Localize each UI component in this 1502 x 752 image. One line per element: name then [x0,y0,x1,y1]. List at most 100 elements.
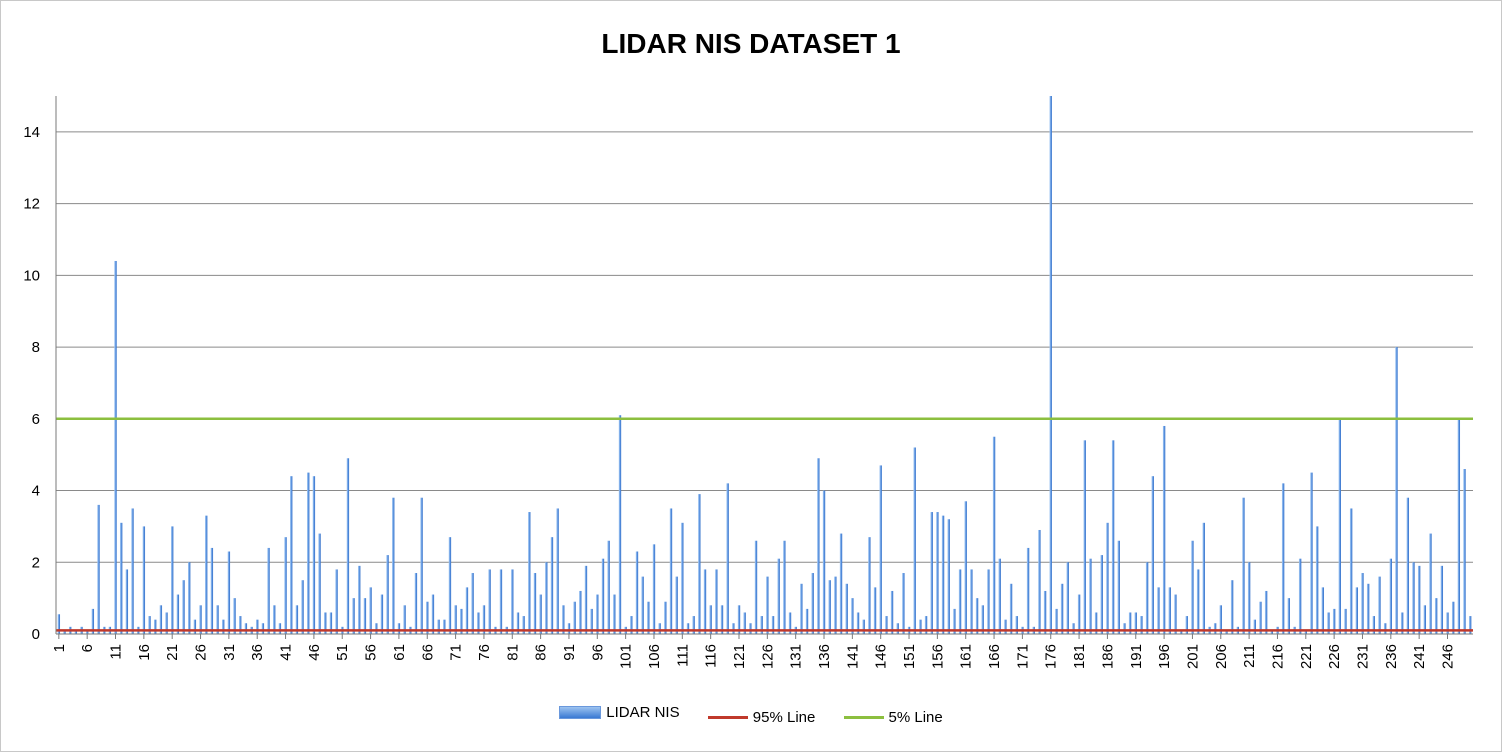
bar-193 [1145,562,1149,634]
bar-27 [205,515,208,634]
bar-117 [715,569,718,634]
x-tick-label: 91 [561,644,578,661]
bar-64 [414,573,418,634]
bar-105 [647,601,650,634]
x-tick-label: 221 [1298,644,1315,669]
bar-28 [210,547,214,634]
bar-166 [992,436,996,634]
bar-158 [947,519,950,634]
x-tick-label: 81 [504,644,521,661]
bar-164 [981,605,984,634]
bar-200 [1185,616,1188,634]
bar-86 [539,594,542,634]
bar-172 [1026,547,1030,634]
bar-26 [199,605,202,634]
bar-114 [698,494,701,634]
bar-199 [1179,630,1183,634]
bar-136 [822,490,826,634]
x-tick-label: 56 [363,644,380,661]
bar-59 [386,555,389,634]
bar-245 [1440,565,1444,634]
legend-label-lidar-nis: LIDAR NIS [606,704,680,721]
x-tick-label: 36 [249,644,266,661]
bar-154 [924,616,928,634]
bar-247 [1451,601,1455,634]
x-tick-label: 146 [873,644,890,669]
bar-237 [1395,347,1398,634]
bar-1 [57,614,61,634]
bar-111 [681,522,684,634]
bar-129 [783,540,786,634]
chart-title: LIDAR NIS DATASET 1 [601,28,901,59]
bar-130 [788,612,792,634]
bar-38 [267,547,270,634]
bar-161 [964,501,967,634]
bar-174 [1038,529,1041,634]
bar-113 [692,616,695,634]
bar-116 [709,605,712,634]
bar-234 [1378,576,1381,634]
bar-187 [1111,440,1115,634]
bar-147 [885,616,888,634]
bar-248 [1457,418,1461,634]
bar-98 [607,540,610,634]
y-tick-label: 12 [23,196,40,213]
bar-91 [567,623,571,634]
bar-94 [584,565,588,634]
x-tick-label: 166 [986,644,1003,669]
bar-143 [862,619,865,634]
bar-192 [1140,616,1143,634]
bar-99 [613,594,616,634]
x-tick-label: 136 [816,644,833,669]
bar-81 [511,569,514,634]
bar-46 [312,476,316,634]
bar-66 [426,601,429,634]
bar-55 [363,598,367,634]
x-tick-label: 201 [1184,644,1201,669]
bar-69 [443,619,446,634]
bar-11 [114,260,117,634]
bar-100 [618,415,622,634]
bar-121 [737,605,741,634]
bar-12 [119,522,123,634]
bar-83 [522,616,525,634]
bar-95 [590,608,593,634]
bar-122 [743,612,746,634]
axes [55,96,1473,639]
bar-17 [148,616,151,634]
y-tick-label: 8 [32,339,40,356]
bar-102 [630,616,633,634]
x-tick-label: 211 [1241,644,1258,668]
bar-77 [488,569,491,634]
bar-43 [295,605,299,634]
bar-73 [465,587,469,634]
bar-61 [397,623,401,634]
bar-141 [851,598,854,634]
bar-40 [278,623,282,634]
x-tick-label: 196 [1156,644,1173,669]
x-tick-label: 241 [1411,644,1428,669]
x-tick-label: 141 [844,644,861,669]
bar-76 [482,605,486,634]
x-tick-label: 151 [901,644,918,669]
bar-186 [1106,522,1109,634]
bar-149 [896,623,899,634]
bar-2 [63,630,66,634]
bar-222 [1310,472,1313,634]
bar-185 [1100,555,1103,634]
bar-228 [1344,608,1347,634]
reference-lines [56,417,1473,632]
y-tick-label: 14 [23,124,40,141]
bar-37 [261,623,265,634]
bar-20 [165,612,168,634]
bar-160 [958,569,962,634]
bar-21 [171,526,174,634]
bar-50 [335,569,338,634]
legend-label-95-line: 95% Line [752,709,816,726]
bar-127 [771,616,775,634]
bar-54 [358,565,361,634]
bar-126 [766,576,769,634]
bar-162 [970,569,973,634]
bar-152 [913,447,916,634]
